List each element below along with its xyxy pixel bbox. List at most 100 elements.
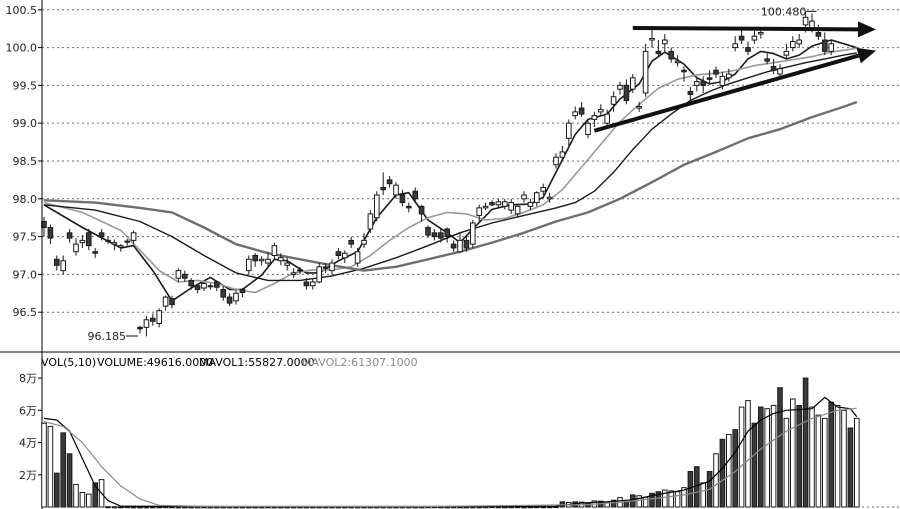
candle-body bbox=[508, 202, 514, 211]
trend-arrow-shaft bbox=[593, 53, 860, 133]
candle-body bbox=[450, 243, 457, 249]
candle-body bbox=[706, 77, 713, 80]
candle-body bbox=[380, 186, 386, 191]
candle-body bbox=[764, 58, 771, 62]
candle-body bbox=[738, 35, 745, 41]
candle-body bbox=[796, 39, 803, 45]
candle-body bbox=[226, 296, 233, 304]
candle-body bbox=[393, 184, 399, 196]
volume-bar bbox=[649, 492, 655, 508]
volume-bar bbox=[60, 432, 67, 508]
volume-bar bbox=[86, 493, 92, 508]
candle-body bbox=[687, 90, 694, 95]
volume-bar bbox=[66, 453, 73, 508]
volume-bar bbox=[758, 406, 764, 508]
low-price-label: 96.185 bbox=[88, 330, 127, 343]
price-tick-label: 98.0 bbox=[13, 193, 38, 206]
volume-bar bbox=[790, 398, 796, 508]
candle-body bbox=[745, 47, 751, 52]
trend-arrow-shaft bbox=[632, 25, 859, 32]
volume-bar bbox=[527, 506, 534, 509]
candle-body bbox=[258, 258, 265, 262]
candle-body bbox=[406, 205, 412, 209]
candle-body bbox=[143, 319, 150, 328]
moving-average-line bbox=[43, 47, 857, 294]
candle-body bbox=[546, 196, 553, 200]
candle-body bbox=[265, 258, 271, 264]
volume-bar bbox=[124, 506, 131, 509]
volume-bar bbox=[796, 404, 803, 508]
vol-legend-volume: VOLUME:49616.0000 bbox=[97, 356, 213, 369]
candle-body bbox=[674, 60, 681, 64]
candle-body bbox=[534, 192, 540, 204]
candle-body bbox=[297, 269, 303, 272]
candle-body bbox=[457, 239, 463, 253]
volume-bar bbox=[188, 506, 194, 509]
candle-body bbox=[476, 207, 482, 216]
moving-average-line bbox=[43, 52, 857, 282]
volume-bar bbox=[143, 506, 150, 509]
high-price-label: 100.480 bbox=[761, 5, 807, 18]
candle-body bbox=[527, 202, 534, 207]
volume-bar bbox=[719, 438, 726, 508]
volume-bar bbox=[476, 506, 482, 509]
candle-body bbox=[162, 296, 169, 307]
candle-body bbox=[47, 227, 54, 239]
price-tick-label: 96.5 bbox=[13, 306, 38, 319]
candle-body bbox=[54, 258, 60, 266]
volume-bar bbox=[79, 491, 86, 508]
candle-body bbox=[828, 43, 835, 52]
candle-body bbox=[617, 84, 623, 90]
volume-moving-averages bbox=[43, 396, 858, 508]
volume-bar bbox=[636, 495, 643, 508]
candle-body bbox=[220, 289, 226, 298]
candle-body bbox=[802, 16, 809, 26]
volume-bar bbox=[137, 506, 143, 509]
candle-body bbox=[271, 245, 278, 256]
candle-body bbox=[79, 239, 86, 244]
candle-body bbox=[636, 106, 643, 109]
candle-body bbox=[175, 270, 182, 279]
candle-body bbox=[60, 260, 67, 272]
candle-body bbox=[182, 273, 188, 279]
price-axis-labels: 96.5 97.0 97.5 98.0 98.5 99.0 99.5 100.0 100.5 bbox=[6, 0, 43, 509]
price-tick-label: 98.5 bbox=[13, 155, 38, 168]
volume-bar bbox=[847, 427, 854, 508]
candle-body bbox=[137, 326, 143, 330]
volume-bar bbox=[841, 409, 847, 508]
candle-body bbox=[822, 39, 828, 52]
mavol1-line bbox=[43, 396, 858, 508]
candle-body bbox=[623, 84, 630, 102]
candle-body bbox=[770, 65, 777, 71]
candle-body bbox=[566, 122, 572, 139]
candle-body bbox=[578, 107, 585, 115]
candle-body bbox=[777, 68, 783, 75]
candle-body bbox=[444, 228, 450, 238]
volume-bar bbox=[41, 422, 47, 508]
candle-body bbox=[130, 232, 137, 241]
candle-body bbox=[169, 298, 175, 306]
candle-body bbox=[553, 156, 559, 166]
candle-body bbox=[418, 205, 425, 215]
trend-arrow-head bbox=[857, 21, 876, 38]
volume-bar bbox=[47, 425, 54, 508]
candle-body bbox=[188, 279, 194, 287]
candle-body bbox=[316, 266, 322, 283]
mavol2-line bbox=[43, 407, 857, 508]
candle-body bbox=[591, 115, 598, 120]
volume-tick-label: 4万 bbox=[19, 437, 37, 450]
candle-body bbox=[322, 266, 329, 269]
vol-legend-mavol1: MAVOL1:55827.0000 bbox=[199, 356, 315, 369]
candle-body bbox=[252, 254, 258, 262]
price-gridlines bbox=[42, 9, 900, 313]
volume-bar bbox=[732, 429, 739, 508]
candle-body bbox=[214, 281, 220, 288]
candle-body bbox=[73, 243, 79, 253]
volume-bar bbox=[815, 414, 822, 508]
candle-body bbox=[630, 77, 636, 90]
candle-body bbox=[86, 232, 92, 247]
candle-body bbox=[124, 240, 131, 243]
candle-body bbox=[604, 113, 611, 124]
volume-bar bbox=[834, 404, 841, 508]
candle-body bbox=[463, 239, 470, 249]
